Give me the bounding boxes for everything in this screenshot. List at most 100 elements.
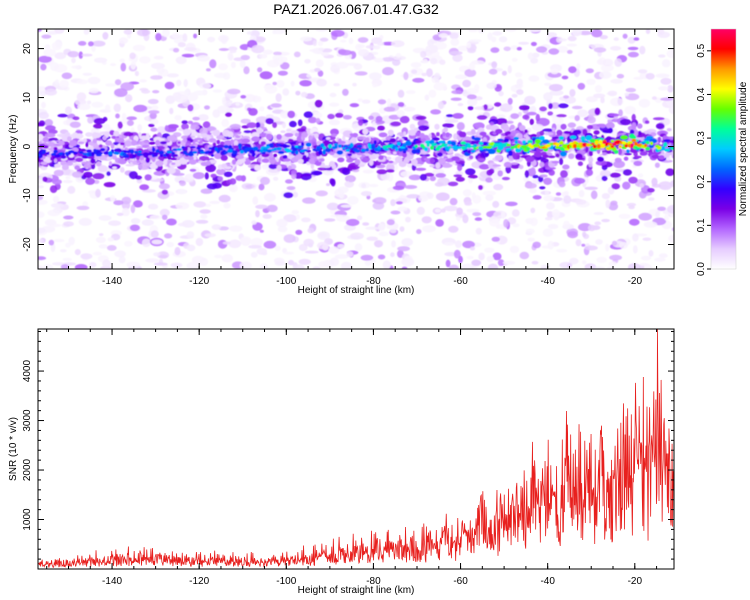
heatmap-cell bbox=[483, 104, 488, 110]
heatmap-cell bbox=[123, 29, 133, 35]
heatmap-cell bbox=[318, 150, 323, 155]
heatmap-cell bbox=[262, 165, 270, 171]
heatmap-cell bbox=[506, 143, 511, 147]
heatmap-cell bbox=[299, 149, 306, 153]
heatmap-cell bbox=[54, 52, 67, 60]
heatmap-cell bbox=[286, 186, 296, 191]
heatmap-cell bbox=[457, 103, 464, 107]
heatmap-cell bbox=[237, 143, 242, 148]
heatmap-cell bbox=[601, 193, 611, 200]
heatmap-cell bbox=[44, 119, 53, 127]
heatmap-cell bbox=[228, 239, 242, 249]
heatmap-cell bbox=[349, 142, 354, 148]
heatmap-cell bbox=[85, 132, 93, 137]
heatmap-cell bbox=[409, 123, 416, 130]
heatmap-cell bbox=[91, 45, 96, 52]
heatmap-cell bbox=[214, 147, 219, 152]
heatmap-cell bbox=[486, 82, 497, 90]
heatmap-cell bbox=[450, 38, 460, 46]
heatmap-cell bbox=[365, 148, 370, 152]
heatmap-cell bbox=[453, 174, 463, 178]
heatmap-cell bbox=[98, 215, 112, 221]
heatmap-cell bbox=[426, 68, 433, 78]
heatmap-cell bbox=[547, 240, 554, 250]
heatmap-cell bbox=[337, 186, 349, 194]
heatmap-cell bbox=[222, 137, 227, 141]
heatmap-cell bbox=[369, 72, 382, 81]
heatmap-cell bbox=[614, 149, 619, 154]
heatmap-cell bbox=[256, 127, 263, 134]
heatmap-cell bbox=[173, 47, 180, 53]
heatmap-cell bbox=[594, 221, 602, 226]
heatmap-cell bbox=[119, 58, 125, 63]
heatmap-cell bbox=[297, 119, 303, 127]
heatmap-cell bbox=[347, 195, 359, 205]
snr-ylabel: SNR (10 * v/v) bbox=[8, 417, 19, 481]
spectrogram-xtick-label: -80 bbox=[366, 276, 381, 287]
heatmap-cell bbox=[76, 79, 88, 85]
heatmap-cell bbox=[67, 51, 79, 58]
heatmap-cell bbox=[166, 73, 179, 78]
heatmap-cell bbox=[356, 136, 367, 141]
heatmap-cell bbox=[622, 181, 631, 190]
heatmap-cell bbox=[543, 177, 553, 185]
heatmap-cell bbox=[378, 132, 388, 138]
heatmap-cell bbox=[389, 138, 396, 143]
spectrogram-xtick-label: -40 bbox=[540, 276, 555, 287]
heatmap-cell bbox=[325, 137, 331, 140]
heatmap-cell bbox=[303, 111, 314, 118]
heatmap-cell bbox=[631, 122, 637, 130]
heatmap-cell bbox=[193, 33, 198, 39]
heatmap-cell bbox=[362, 128, 369, 135]
heatmap-cell bbox=[441, 208, 446, 213]
heatmap-cell bbox=[113, 103, 122, 113]
heatmap-cell bbox=[316, 241, 328, 250]
heatmap-cell bbox=[354, 159, 361, 165]
heatmap-cell bbox=[147, 152, 153, 156]
heatmap-cell bbox=[457, 146, 462, 150]
heatmap-cell bbox=[608, 113, 620, 117]
heatmap-cell bbox=[282, 122, 286, 129]
heatmap-cell bbox=[405, 90, 416, 95]
heatmap-cell bbox=[530, 217, 538, 227]
heatmap-cell bbox=[600, 64, 614, 72]
heatmap-cell bbox=[503, 138, 510, 143]
heatmap-cell bbox=[170, 262, 183, 268]
heatmap-cell bbox=[38, 256, 47, 261]
heatmap-cell bbox=[459, 154, 464, 158]
heatmap-cell bbox=[599, 71, 612, 79]
heatmap-cell bbox=[116, 137, 125, 143]
heatmap-cell bbox=[567, 231, 578, 239]
heatmap-cell bbox=[410, 62, 422, 68]
heatmap-cell bbox=[147, 146, 153, 149]
heatmap-cell bbox=[149, 112, 157, 120]
heatmap-cell bbox=[472, 212, 482, 217]
heatmap-cell bbox=[50, 203, 65, 208]
heatmap-cell bbox=[388, 160, 394, 164]
heatmap-cell bbox=[467, 98, 478, 107]
heatmap-cell bbox=[329, 92, 337, 98]
heatmap-cell bbox=[392, 185, 405, 191]
heatmap-cell bbox=[315, 59, 324, 68]
figure-title: PAZ1.2026.067.01.47.G32 bbox=[273, 1, 439, 17]
heatmap-cell bbox=[522, 114, 530, 120]
heatmap-cell bbox=[195, 219, 209, 224]
heatmap-cell bbox=[420, 50, 427, 58]
heatmap-cell bbox=[630, 143, 634, 148]
heatmap-cell bbox=[273, 29, 285, 35]
heatmap-cell bbox=[594, 107, 601, 116]
heatmap-cell bbox=[349, 133, 354, 137]
heatmap-cell bbox=[401, 266, 408, 269]
heatmap-cell bbox=[151, 105, 159, 111]
heatmap-cell bbox=[328, 102, 340, 107]
heatmap-cell bbox=[177, 189, 187, 195]
heatmap-cell bbox=[62, 257, 72, 262]
heatmap-cell bbox=[248, 245, 262, 249]
heatmap-cell bbox=[262, 49, 273, 55]
heatmap-cell bbox=[618, 213, 631, 219]
heatmap-cell bbox=[259, 132, 268, 138]
heatmap-cell bbox=[305, 133, 316, 136]
heatmap-cell bbox=[419, 132, 425, 139]
heatmap-cell bbox=[373, 197, 387, 205]
heatmap-cell bbox=[589, 138, 597, 143]
